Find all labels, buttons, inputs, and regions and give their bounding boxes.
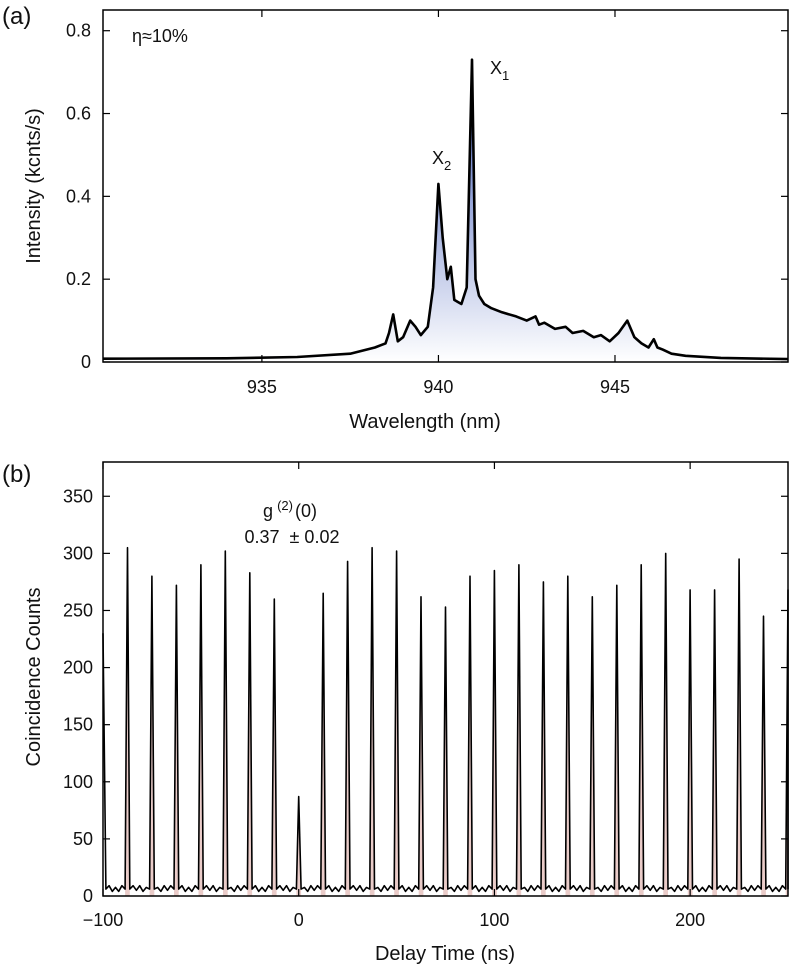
- y-tick-label: 50: [73, 829, 93, 849]
- y-tick-label: 350: [63, 486, 93, 506]
- y-tick-label: 100: [63, 772, 93, 792]
- peak-label-x1: X1: [490, 58, 509, 83]
- panel-b-label: (b): [2, 461, 31, 488]
- y-tick-label: 250: [63, 600, 93, 620]
- panel-b-frame: [102, 461, 789, 897]
- panel-b-y-ticks: 0 50 100 150 200 250 300 350: [63, 486, 788, 906]
- panel-b-x-axis-label: Delay Time (ns): [375, 943, 515, 965]
- x-tick-label: 935: [247, 377, 277, 397]
- x-tick-label: 945: [600, 377, 630, 397]
- panel-b: (b) −100 0 100 200 0 50 100 150 200 250 300 350 g (…: [2, 461, 789, 965]
- x-tick-label: 200: [675, 910, 705, 930]
- panel-b-x-ticks: −100 0 100 200: [83, 462, 705, 930]
- panel-b-y-axis-label: Coincidence Counts: [23, 588, 45, 767]
- y-tick-label: 0.8: [66, 21, 91, 41]
- panel-a-x-ticks: 935 940 945: [247, 10, 630, 397]
- x-tick-label: −100: [83, 910, 124, 930]
- efficiency-annotation: η≈10%: [132, 26, 188, 46]
- peak-label-x2-sub: 2: [444, 158, 451, 173]
- panel-a-y-ticks: 0 0.2 0.4 0.6 0.8: [66, 21, 788, 372]
- panel-a: (a) 935 940 945 00.20.40.60.8 η≈10% X2 X1 …: [2, 3, 789, 433]
- y-tick-label: 0.2: [66, 269, 91, 289]
- panel-a-x-axis-label: Wavelength (nm): [349, 411, 501, 433]
- g2-annotation-sup: (2): [277, 498, 293, 513]
- coincidence-trace: [102, 546, 789, 893]
- x-tick-label: 940: [423, 377, 453, 397]
- x-tick-label: 0: [294, 910, 304, 930]
- panel-a-label: (a): [2, 3, 31, 30]
- panel-a-y-axis-label: Intensity (kcnts/s): [23, 108, 45, 264]
- y-tick-label: 300: [63, 543, 93, 563]
- spectrum-fill: [103, 59, 788, 362]
- panel-b-plot: [102, 546, 789, 896]
- peak-label-x2-main: X: [432, 148, 444, 168]
- y-tick-label: 0.4: [66, 186, 91, 206]
- y-tick-label: 0: [81, 352, 91, 372]
- g2-annotation-arg: (0): [295, 501, 317, 521]
- peak-label-x1-main: X: [490, 58, 502, 78]
- y-tick-label: 200: [63, 658, 93, 678]
- g2-annotation-value: 0.37 ± 0.02: [245, 527, 340, 547]
- g2-annotation-g: g: [263, 501, 273, 521]
- panel-a-frame: [102, 9, 789, 363]
- y-tick-label: 150: [63, 715, 93, 735]
- panel-a-plot: [102, 58, 789, 362]
- x-tick-label: 100: [479, 910, 509, 930]
- y-tick-label: 0.6: [66, 104, 91, 124]
- peak-label-x2: X2: [432, 148, 451, 173]
- y-tick-label: 0: [83, 886, 93, 906]
- g2-annotation-title: g (2) (0): [263, 498, 317, 521]
- peak-label-x1-sub: 1: [502, 68, 509, 83]
- spectrum-line: [102, 58, 789, 361]
